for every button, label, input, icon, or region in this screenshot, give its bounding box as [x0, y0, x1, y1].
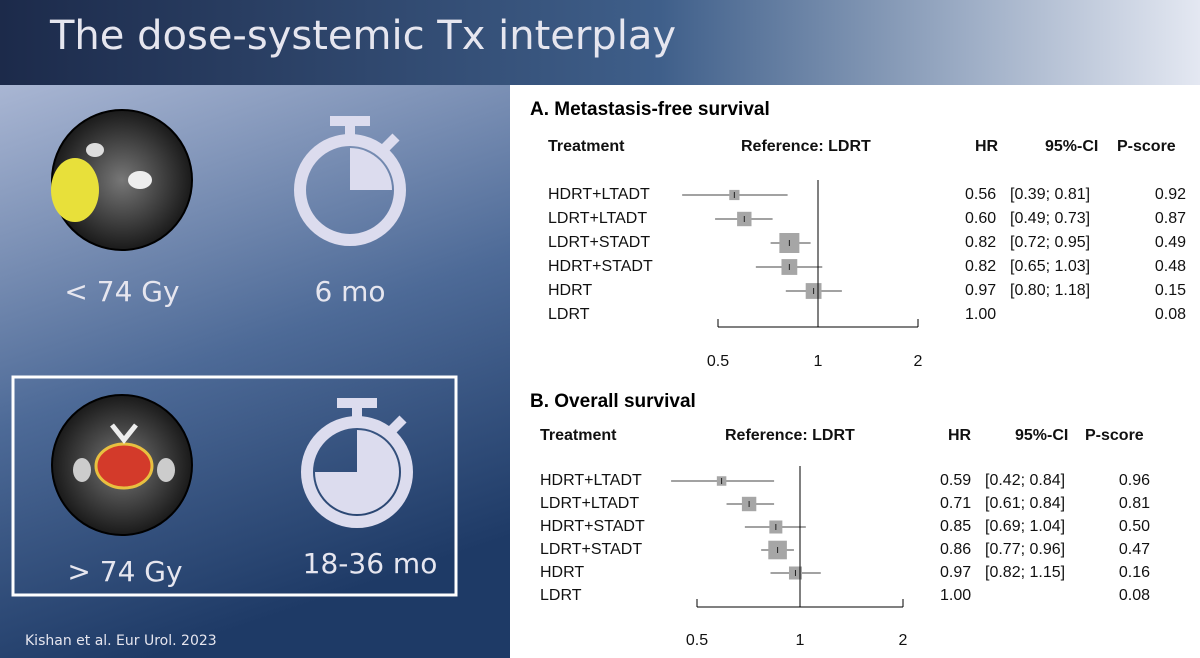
dose-label: < 74 Gy	[64, 275, 179, 308]
row-label: LDRT+LTADT	[548, 210, 647, 227]
x-tick-label: 0.5	[686, 632, 708, 649]
highlight-box	[11, 375, 458, 597]
column-header: HR	[948, 427, 972, 444]
row-label: HDRT+LTADT	[540, 472, 642, 489]
row-label: LDRT+STADT	[540, 541, 642, 558]
row-label: HDRT+STADT	[540, 518, 645, 535]
column-header: Treatment	[540, 427, 617, 444]
ci-label: [0.77; 0.96]	[985, 541, 1065, 558]
hr-label: 0.86	[940, 541, 971, 558]
row-label: LDRT	[548, 306, 590, 323]
row-label: HDRT	[540, 564, 584, 581]
hr-label: 0.56	[965, 186, 996, 203]
p-score: 0.49	[1155, 234, 1186, 251]
stopwatch-icon	[301, 398, 413, 528]
ci-label: [0.69; 1.04]	[985, 518, 1065, 535]
ci-label: [0.72; 0.95]	[1010, 234, 1090, 251]
row-label: LDRT+STADT	[548, 234, 650, 251]
p-score: 0.50	[1119, 518, 1150, 535]
x-tick-label: 1	[796, 632, 805, 649]
title-banner	[0, 0, 1200, 85]
p-score: 0.81	[1119, 495, 1150, 512]
time-label: 18-36 mo	[303, 547, 438, 580]
hr-label: 1.00	[940, 587, 971, 604]
ci-label: [0.80; 1.18]	[1010, 282, 1090, 299]
dose-label: > 74 Gy	[67, 555, 182, 588]
right-panel	[510, 85, 1200, 658]
p-score: 0.47	[1119, 541, 1150, 558]
x-tick-label: 0.5	[707, 353, 729, 370]
ci-label: [0.39; 0.81]	[1010, 186, 1090, 203]
p-score: 0.15	[1155, 282, 1186, 299]
hr-label: 1.00	[965, 306, 996, 323]
row-label: HDRT+STADT	[548, 258, 653, 275]
column-header: P-score	[1117, 138, 1176, 155]
p-score: 0.08	[1155, 306, 1186, 323]
slide-title: The dose-systemic Tx interplay	[49, 13, 676, 59]
hr-label: 0.85	[940, 518, 971, 535]
column-header: HR	[975, 138, 999, 155]
ci-label: [0.61; 0.84]	[985, 495, 1065, 512]
row-label: LDRT+LTADT	[540, 495, 639, 512]
ci-label: [0.42; 0.84]	[985, 472, 1065, 489]
row-label: LDRT	[540, 587, 582, 604]
p-score: 0.87	[1155, 210, 1186, 227]
hr-label: 0.71	[940, 495, 971, 512]
row-label: HDRT	[548, 282, 592, 299]
ci-label: [0.82; 1.15]	[985, 564, 1065, 581]
x-tick-label: 2	[899, 632, 908, 649]
column-header: Reference: LDRT	[741, 138, 871, 155]
hr-label: 0.97	[965, 282, 996, 299]
x-tick-label: 2	[914, 353, 923, 370]
ci-label: [0.65; 1.03]	[1010, 258, 1090, 275]
hr-label: 0.82	[965, 258, 996, 275]
hr-label: 0.60	[965, 210, 996, 227]
column-header: P-score	[1085, 427, 1144, 444]
citation: Kishan et al. Eur Urol. 2023	[25, 633, 217, 649]
hr-label: 0.97	[940, 564, 971, 581]
row-label: HDRT+LTADT	[548, 186, 650, 203]
ct-image-low	[51, 109, 193, 251]
hr-label: 0.59	[940, 472, 971, 489]
chart-title: B. Overall survival	[530, 391, 696, 412]
column-header: Reference: LDRT	[725, 427, 855, 444]
column-header: Treatment	[548, 138, 625, 155]
ct-image-high	[51, 394, 193, 536]
chart-title: A. Metastasis-free survival	[530, 99, 770, 120]
column-header: 95%-CI	[1015, 427, 1068, 444]
p-score: 0.16	[1119, 564, 1150, 581]
p-score: 0.96	[1119, 472, 1150, 489]
ci-label: [0.49; 0.73]	[1010, 210, 1090, 227]
column-header: 95%-CI	[1045, 138, 1098, 155]
p-score: 0.08	[1119, 587, 1150, 604]
p-score: 0.92	[1155, 186, 1186, 203]
stopwatch-icon	[294, 116, 406, 246]
x-tick-label: 1	[814, 353, 823, 370]
hr-label: 0.82	[965, 234, 996, 251]
time-label: 6 mo	[314, 275, 385, 308]
p-score: 0.48	[1155, 258, 1186, 275]
